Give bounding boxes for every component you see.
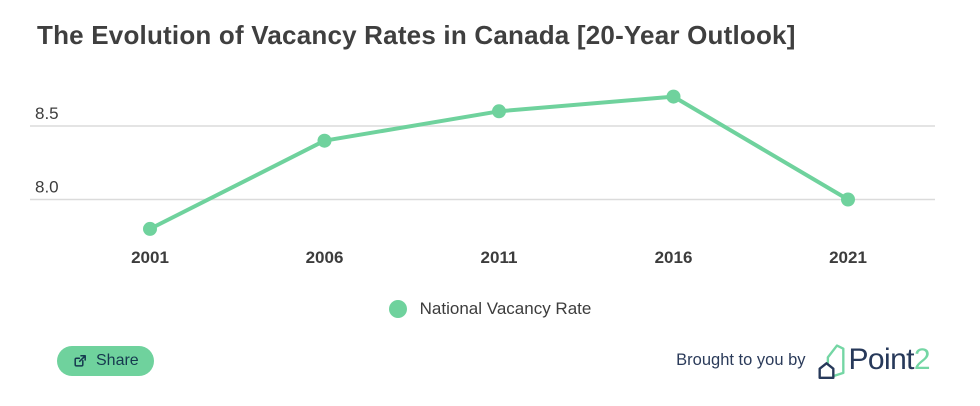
chart-legend: National Vacancy Rate [0, 296, 980, 322]
x-tick-label: 2011 [481, 248, 518, 267]
legend-marker-icon [388, 300, 407, 318]
share-button[interactable]: Share [57, 346, 154, 376]
data-point[interactable] [666, 89, 681, 104]
attribution: Brought to you by Point2 [676, 338, 931, 382]
data-point[interactable] [317, 133, 332, 148]
brand-name: Point2 [848, 343, 931, 376]
attribution-text: Brought to you by [676, 350, 806, 369]
y-tick-label: 8.5 [35, 104, 59, 123]
data-point[interactable] [143, 221, 157, 236]
x-tick-label: 2016 [655, 248, 693, 267]
brand-name-accent: 2 [913, 343, 931, 376]
legend-label: National Vacancy Rate [419, 299, 592, 318]
data-point[interactable] [492, 104, 506, 119]
vacancy-line-chart: 8.0 8.5 2001 2006 2011 2016 2021 [30, 89, 935, 267]
y-tick-label: 8.0 [35, 178, 59, 197]
x-tick-label: 2021 [829, 248, 867, 267]
x-tick-label: 2006 [306, 248, 344, 267]
page-title: The Evolution of Vacancy Rates in Canada… [37, 20, 796, 50]
data-point[interactable] [841, 192, 855, 207]
brand-name-main: Point [848, 343, 915, 376]
brand-logo-lockup[interactable]: Point2 [815, 339, 931, 381]
point2-house-logo-icon [818, 344, 845, 379]
x-tick-label: 2001 [131, 248, 169, 267]
share-button-label: Share [96, 352, 139, 369]
share-export-icon [74, 355, 86, 367]
